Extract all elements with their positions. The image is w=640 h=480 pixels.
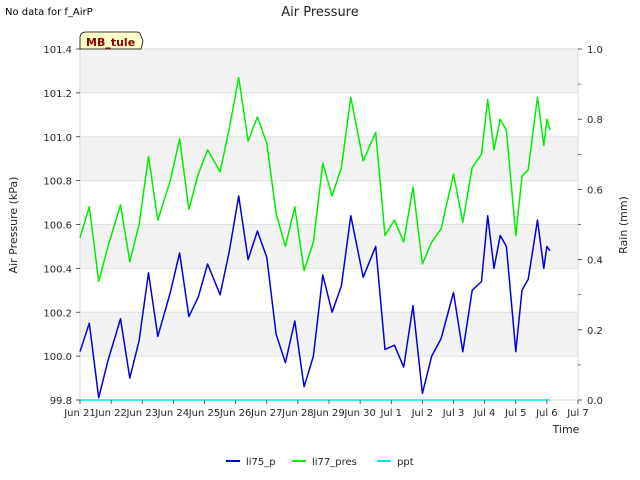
- y-tick-label: 100.0: [43, 352, 72, 363]
- x-tick-label: Jul 4: [473, 408, 496, 419]
- site-badge-box: [79, 31, 144, 50]
- chart-title: Air Pressure: [281, 5, 359, 20]
- plot-band: [80, 224, 578, 269]
- y-axis-left: 99.8 100.0 100.2 100.4 100.6 100.8 101.0 101.2 1…: [43, 45, 80, 407]
- x-tick-label: Jun 22: [94, 408, 127, 419]
- x-tick-label: Jul 2: [411, 408, 434, 419]
- y2-tick-label: 0.4: [587, 256, 603, 267]
- plot-band: [80, 49, 578, 93]
- y2-tick-label: 0.2: [587, 326, 603, 337]
- legend-label: li77_pres: [312, 457, 357, 468]
- y2-tick-label: 0.8: [587, 115, 603, 126]
- x-tick-label: Jun 25: [188, 408, 221, 419]
- y-axis-label: Air Pressure (kPa): [7, 177, 20, 274]
- legend-label: li75_p: [246, 457, 276, 468]
- series-lines: [79, 76, 551, 401]
- plot-band: [80, 268, 578, 313]
- y2-tick-label: 0.0: [587, 396, 603, 407]
- y2-axis-label: Rain (mm): [617, 196, 630, 254]
- x-tick-label: Jul 5: [504, 408, 527, 419]
- plot-band: [80, 92, 578, 137]
- y-tick-label: 101.2: [43, 89, 72, 100]
- series-line-li77-pres: [79, 76, 551, 283]
- x-tick-label: Jun 28: [281, 408, 314, 419]
- y-tick-label: 100.8: [43, 177, 72, 188]
- y2-tick-label: 1.0: [587, 45, 603, 56]
- no-data-note: No data for f_AirP: [5, 7, 93, 18]
- x-tick-label: Jun 26: [219, 408, 252, 419]
- x-tick-label: Jun 27: [250, 408, 283, 419]
- y-tick-label: 100.2: [43, 308, 72, 319]
- x-tick-label: Jul 3: [442, 408, 465, 419]
- x-tick-label: Jun 30: [343, 408, 376, 419]
- x-tick-label: Jul 7: [566, 408, 589, 419]
- plot-band: [80, 356, 578, 400]
- y-tick-label: 100.4: [43, 264, 72, 275]
- y-tick-label: 101.0: [43, 133, 72, 144]
- y-tick-label: 99.8: [50, 396, 72, 407]
- plot-band: [80, 136, 578, 181]
- x-tick-label: Jun 21: [63, 408, 96, 419]
- y-axis-right: 0.0 0.2 0.4 0.6 0.8 1.0: [578, 45, 603, 407]
- y2-tick-label: 0.6: [587, 185, 603, 196]
- site-badge: MB_tule: [79, 31, 144, 50]
- x-axis: Jun 21 Jun 22 Jun 23 Jun 24 Jun 25 Jun 26 Jun …: [63, 400, 589, 419]
- x-tick-label: Jun 29: [312, 408, 345, 419]
- y-tick-label: 100.6: [43, 221, 72, 232]
- legend-label: ppt: [397, 457, 414, 468]
- x-tick-label: Jun 24: [157, 408, 190, 419]
- series-line-li75-p: [79, 195, 551, 399]
- x-tick-label: Jul 1: [379, 408, 402, 419]
- x-axis-label: Time: [552, 423, 580, 436]
- y-tick-label: 101.4: [43, 45, 72, 56]
- x-tick-label: Jun 23: [125, 408, 158, 419]
- site-badge-label: MB_tule: [86, 36, 135, 49]
- x-tick-label: Jul 6: [535, 408, 558, 419]
- legend: li75_p li77_pres ppt: [226, 457, 414, 468]
